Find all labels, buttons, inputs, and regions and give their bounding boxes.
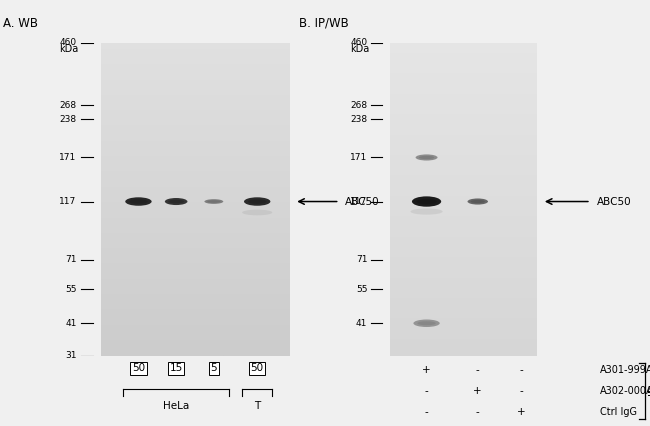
Text: -: - xyxy=(424,386,428,396)
Text: 238: 238 xyxy=(59,115,77,124)
Text: 117: 117 xyxy=(59,197,77,206)
Ellipse shape xyxy=(204,199,224,204)
Text: +: + xyxy=(473,386,482,396)
Text: 31: 31 xyxy=(65,351,77,360)
Ellipse shape xyxy=(471,200,485,203)
Ellipse shape xyxy=(417,321,436,325)
Ellipse shape xyxy=(207,200,220,203)
Text: 71: 71 xyxy=(356,255,367,264)
Ellipse shape xyxy=(129,199,148,204)
Text: 55: 55 xyxy=(356,285,367,294)
Text: -: - xyxy=(476,365,480,375)
Ellipse shape xyxy=(467,199,488,204)
Text: 71: 71 xyxy=(65,255,77,264)
Text: 41: 41 xyxy=(356,319,367,328)
Text: kDa: kDa xyxy=(59,43,79,54)
Ellipse shape xyxy=(416,199,437,204)
Text: 460: 460 xyxy=(59,38,77,47)
Ellipse shape xyxy=(411,208,443,215)
Text: ABC50: ABC50 xyxy=(597,196,631,207)
Ellipse shape xyxy=(248,199,266,204)
Text: Ctrl IgG: Ctrl IgG xyxy=(601,407,638,417)
Text: 41: 41 xyxy=(65,319,77,328)
Text: -: - xyxy=(520,365,523,375)
Ellipse shape xyxy=(415,154,437,161)
Text: 15: 15 xyxy=(170,363,183,373)
Text: ABC50: ABC50 xyxy=(344,196,380,207)
Ellipse shape xyxy=(412,196,441,207)
Text: 171: 171 xyxy=(59,153,77,162)
Ellipse shape xyxy=(419,156,434,159)
Text: T: T xyxy=(254,401,261,412)
Text: -: - xyxy=(424,407,428,417)
Text: A301-999A: A301-999A xyxy=(601,365,650,375)
Text: 171: 171 xyxy=(350,153,367,162)
Text: A. WB: A. WB xyxy=(3,17,38,30)
Text: B. IP/WB: B. IP/WB xyxy=(299,17,349,30)
Ellipse shape xyxy=(244,197,270,206)
Text: IP: IP xyxy=(648,386,650,395)
Ellipse shape xyxy=(413,320,439,327)
Text: 50: 50 xyxy=(251,363,264,373)
Text: A302-000A: A302-000A xyxy=(601,386,650,396)
Text: 268: 268 xyxy=(59,101,77,110)
Text: 268: 268 xyxy=(350,101,367,110)
Text: -: - xyxy=(476,407,480,417)
Text: 55: 55 xyxy=(65,285,77,294)
Text: +: + xyxy=(422,365,431,375)
Text: 5: 5 xyxy=(211,363,217,373)
Text: 238: 238 xyxy=(350,115,367,124)
Text: -: - xyxy=(520,386,523,396)
Ellipse shape xyxy=(165,198,187,205)
Text: 460: 460 xyxy=(350,38,367,47)
Text: 50: 50 xyxy=(132,363,145,373)
Text: +: + xyxy=(517,407,526,417)
Ellipse shape xyxy=(242,210,272,215)
Ellipse shape xyxy=(168,200,184,203)
Text: HeLa: HeLa xyxy=(163,401,189,412)
Text: 117: 117 xyxy=(350,197,367,206)
Text: kDa: kDa xyxy=(350,43,369,54)
Ellipse shape xyxy=(125,197,151,206)
